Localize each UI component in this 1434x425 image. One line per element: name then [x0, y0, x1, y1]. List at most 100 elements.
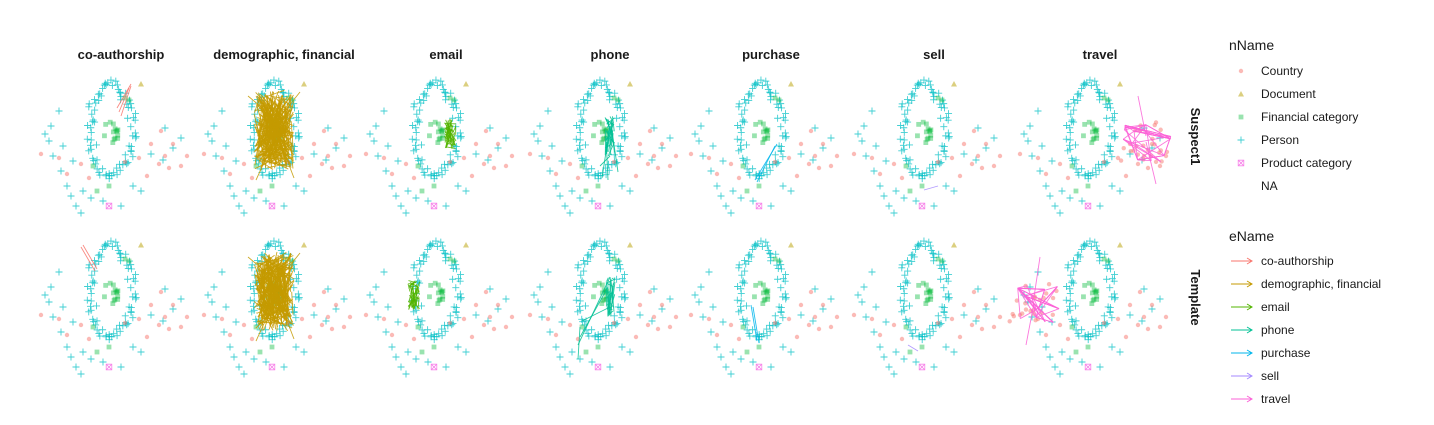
legend-label: co-authorship — [1261, 254, 1334, 268]
node-person — [709, 142, 717, 150]
node-financial-category — [596, 119, 602, 125]
node-person — [486, 124, 494, 132]
node-person — [765, 321, 773, 329]
node-country — [808, 289, 814, 295]
node-person — [697, 122, 705, 130]
node-financial-category — [257, 349, 263, 355]
node-product-category — [755, 363, 763, 371]
node-country — [1043, 332, 1049, 338]
node-country — [971, 289, 977, 295]
node-country — [403, 322, 409, 328]
node-person — [456, 116, 464, 124]
node-person — [1036, 167, 1044, 175]
node-country — [503, 324, 509, 330]
node-person — [907, 251, 915, 259]
node-country — [473, 302, 479, 308]
node-financial-category — [939, 258, 945, 264]
node-person — [827, 295, 835, 303]
node-person — [876, 343, 884, 351]
node-financial-category — [257, 188, 263, 194]
node-country — [979, 326, 985, 332]
node-person — [929, 249, 937, 257]
node-person — [939, 257, 947, 265]
node-financial-category — [601, 296, 607, 302]
node-person — [744, 90, 752, 98]
node-financial-category — [925, 296, 931, 302]
node-person — [940, 123, 948, 131]
node-person — [896, 135, 904, 143]
node-financial-category — [107, 280, 113, 286]
node-financial-category — [927, 289, 933, 295]
node-country — [997, 153, 1003, 159]
node-person — [265, 81, 273, 89]
node-person — [161, 285, 169, 293]
node-country — [38, 151, 44, 157]
node-person — [860, 122, 868, 130]
legend-item-email: email — [1231, 300, 1290, 314]
node-person — [438, 325, 446, 333]
node-person — [597, 242, 605, 250]
node-country — [961, 302, 967, 308]
edge-demographic-financial — [258, 275, 286, 326]
node-person — [1103, 275, 1111, 283]
node-financial-category — [604, 127, 610, 133]
node-person — [738, 110, 746, 118]
edge-demographic-financial — [268, 137, 292, 144]
node-financial-category — [110, 301, 116, 306]
node-country — [170, 302, 176, 308]
node-person — [83, 296, 91, 304]
node-country — [1050, 312, 1056, 318]
node-country — [794, 173, 800, 179]
node-person — [902, 279, 910, 287]
node-person — [388, 343, 396, 351]
node-person — [739, 154, 747, 162]
node-person — [397, 202, 405, 210]
edge-phone — [607, 290, 609, 307]
edge-sell — [923, 185, 939, 191]
legend-label: Document — [1261, 87, 1316, 101]
node-person — [974, 285, 982, 293]
node-person — [1104, 142, 1112, 150]
node-person — [69, 157, 77, 165]
node-person — [910, 92, 918, 100]
edge-demographic-financial — [254, 163, 267, 170]
node-person — [902, 116, 910, 124]
node-person — [99, 358, 107, 366]
panel-nodes — [1017, 76, 1170, 217]
node-financial-category — [1081, 294, 1086, 300]
node-person — [737, 289, 745, 297]
facet-panels — [38, 76, 1172, 378]
node-person — [942, 343, 950, 351]
node-financial-category — [115, 136, 121, 141]
node-country — [1157, 163, 1163, 169]
node-person — [1046, 353, 1054, 361]
node-country — [1101, 159, 1107, 165]
node-person — [736, 302, 744, 310]
node-financial-category — [760, 290, 766, 296]
node-person — [1105, 96, 1113, 104]
node-financial-category — [919, 183, 925, 189]
node-person — [246, 296, 254, 304]
node-person — [546, 167, 554, 175]
node-financial-category — [115, 293, 121, 299]
legend-item-na: NA — [1261, 179, 1278, 193]
node-person — [938, 142, 946, 150]
node-country — [483, 128, 489, 134]
node-person — [276, 242, 284, 250]
node-financial-category — [583, 349, 589, 355]
node-person — [1103, 114, 1111, 122]
node-person — [1063, 283, 1071, 291]
node-country — [381, 316, 387, 322]
node-person — [93, 326, 101, 334]
node-person — [612, 100, 620, 108]
node-person — [898, 147, 906, 155]
node-financial-category — [925, 135, 931, 141]
node-person — [432, 237, 440, 245]
node-person — [372, 122, 380, 130]
node-person — [772, 89, 780, 97]
node-person — [743, 302, 751, 310]
node-country — [64, 332, 70, 338]
node-person — [110, 330, 118, 338]
node-person — [546, 328, 554, 336]
node-document — [951, 81, 957, 87]
